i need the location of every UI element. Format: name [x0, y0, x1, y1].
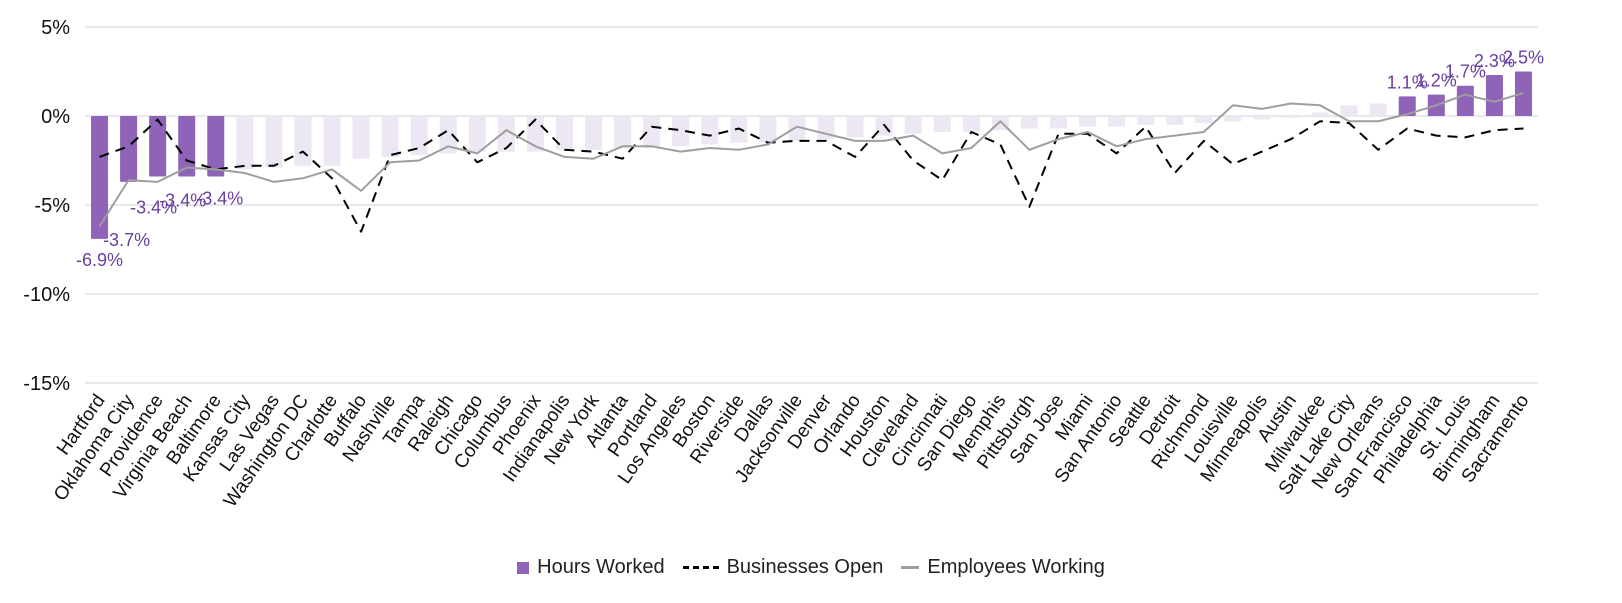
bar	[1485, 75, 1503, 116]
legend-item-businesses-open: Businesses Open	[682, 556, 884, 579]
bar	[120, 116, 138, 182]
legend-label: Businesses Open	[726, 556, 884, 578]
legend-swatch-bar-icon	[517, 561, 530, 574]
bar	[1282, 116, 1300, 118]
data-label: 1.1%	[1387, 72, 1428, 92]
legend-swatch-dashed-line-icon	[682, 566, 719, 569]
businesses-open-line	[99, 118, 1524, 233]
bar	[1456, 85, 1474, 116]
bar	[1050, 116, 1068, 129]
data-label: -3.4%	[196, 189, 243, 209]
bar	[1369, 103, 1387, 116]
bar	[1224, 116, 1242, 122]
bar	[672, 116, 690, 147]
bar	[1166, 116, 1184, 125]
y-tick-label: -10%	[23, 284, 70, 306]
bar	[265, 116, 283, 168]
bars	[91, 71, 1532, 239]
bar	[614, 116, 632, 149]
bar	[643, 116, 661, 149]
y-tick-label: 5%	[41, 17, 70, 39]
data-label: 2.3%	[1474, 51, 1515, 71]
data-label: -6.9%	[76, 250, 123, 270]
bar	[555, 116, 573, 150]
legend-item-employees-working: Employees Working	[901, 556, 1105, 579]
bar	[585, 116, 603, 150]
bar	[439, 116, 457, 154]
bar	[701, 116, 719, 145]
bar	[1195, 116, 1213, 124]
bar	[962, 116, 980, 133]
series-lines	[98, 91, 1524, 233]
bar	[352, 116, 370, 159]
bar	[91, 116, 109, 239]
bar	[236, 116, 254, 170]
bar	[1398, 96, 1416, 116]
y-tick-label: 0%	[41, 106, 70, 128]
y-axis: 5% 0% -5% -10% -15%	[23, 17, 70, 395]
legend-label: Hours Worked	[537, 556, 665, 578]
bar	[1137, 116, 1155, 125]
bar	[410, 116, 428, 156]
bar	[846, 116, 864, 138]
legend-swatch-line-icon	[901, 566, 920, 569]
bar	[294, 116, 312, 166]
data-label: 1.7%	[1445, 62, 1486, 82]
data-labels: -6.9%-3.7%-3.4%-3.4%-3.4%1.1%1.2%1.7%2.3…	[76, 48, 1544, 270]
data-label: -3.7%	[103, 230, 150, 250]
bar	[904, 116, 922, 134]
legend-item-hours-worked: Hours Worked	[517, 556, 665, 579]
bar	[381, 116, 399, 157]
bar	[933, 116, 951, 133]
data-label: 2.5%	[1503, 48, 1544, 68]
data-label: 1.2%	[1416, 71, 1457, 91]
bar	[149, 116, 167, 177]
bar	[323, 116, 341, 166]
bar	[1340, 105, 1358, 116]
y-tick-label: -15%	[23, 373, 70, 395]
bar	[1108, 116, 1126, 127]
bar	[759, 116, 777, 143]
legend: Hours Worked Businesses Open Employees W…	[0, 556, 1622, 579]
gridlines	[85, 26, 1538, 384]
bar	[788, 116, 806, 141]
bar	[1253, 116, 1271, 120]
data-label: -3.4%	[130, 198, 177, 218]
y-tick-label: -5%	[34, 195, 70, 217]
bar	[468, 116, 486, 152]
bar	[1020, 116, 1038, 129]
legend-label: Employees Working	[927, 556, 1105, 578]
bar	[1311, 112, 1329, 116]
employees-working-line	[98, 91, 1524, 227]
bar	[1079, 116, 1097, 127]
data-label: -3.4%	[159, 191, 206, 211]
bar	[207, 116, 225, 177]
